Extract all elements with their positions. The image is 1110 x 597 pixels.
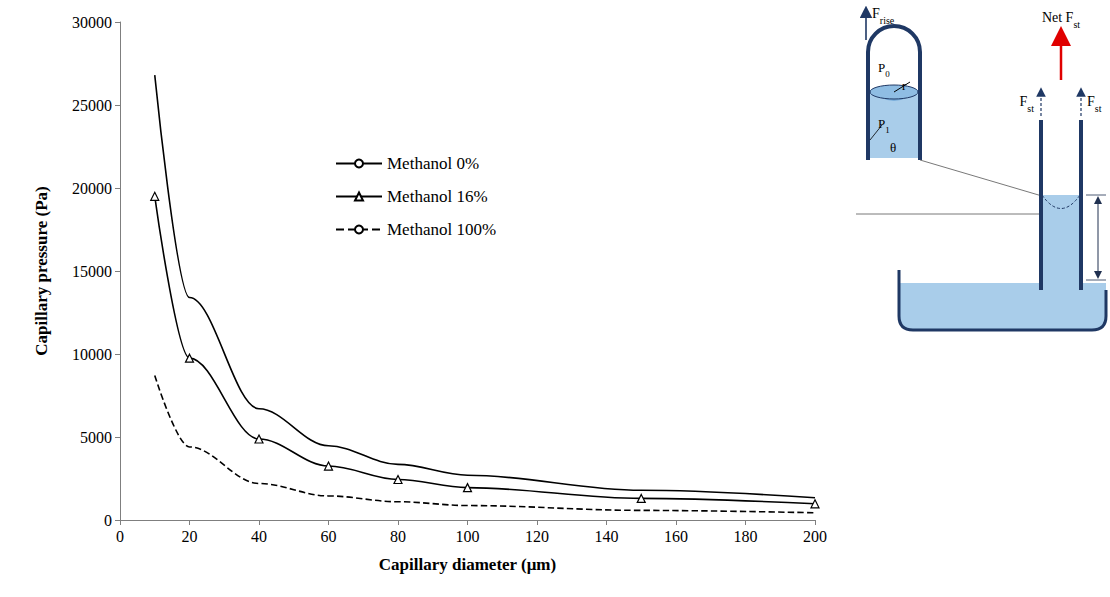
svg-text:80: 80	[390, 528, 406, 545]
svg-text:0: 0	[104, 512, 112, 529]
svg-text:20000: 20000	[72, 180, 112, 197]
svg-text:180: 180	[734, 528, 758, 545]
svg-text:10000: 10000	[72, 346, 112, 363]
svg-text:160: 160	[664, 528, 688, 545]
svg-text:120: 120	[525, 528, 549, 545]
svg-text:25000: 25000	[72, 97, 112, 114]
svg-text:20: 20	[182, 528, 198, 545]
svg-text:15000: 15000	[72, 263, 112, 280]
svg-text:r: r	[902, 78, 907, 93]
svg-text:θ: θ	[890, 140, 896, 155]
svg-text:P1: P1	[878, 116, 890, 135]
svg-text:200: 200	[803, 528, 827, 545]
svg-text:Capillary pressure (Pa): Capillary pressure (Pa)	[32, 186, 51, 355]
svg-text:P0: P0	[878, 60, 890, 79]
svg-text:Methanol 100%: Methanol 100%	[387, 220, 496, 239]
svg-text:5000: 5000	[80, 429, 112, 446]
svg-text:Methanol 0%: Methanol 0%	[387, 154, 479, 173]
svg-text:60: 60	[321, 528, 337, 545]
svg-text:100: 100	[456, 528, 480, 545]
svg-text:Fst: Fst	[1087, 94, 1102, 114]
svg-text:0: 0	[116, 528, 124, 545]
svg-text:Frise: Frise	[872, 6, 895, 26]
svg-text:140: 140	[595, 528, 619, 545]
svg-text:Methanol 16%: Methanol 16%	[387, 187, 488, 206]
svg-text:30000: 30000	[72, 14, 112, 31]
svg-text:40: 40	[251, 528, 267, 545]
svg-text:Net Fst: Net Fst	[1042, 10, 1080, 30]
svg-text:Capillary diameter (μm): Capillary diameter (μm)	[379, 555, 556, 574]
svg-text:Fst: Fst	[1020, 94, 1035, 114]
